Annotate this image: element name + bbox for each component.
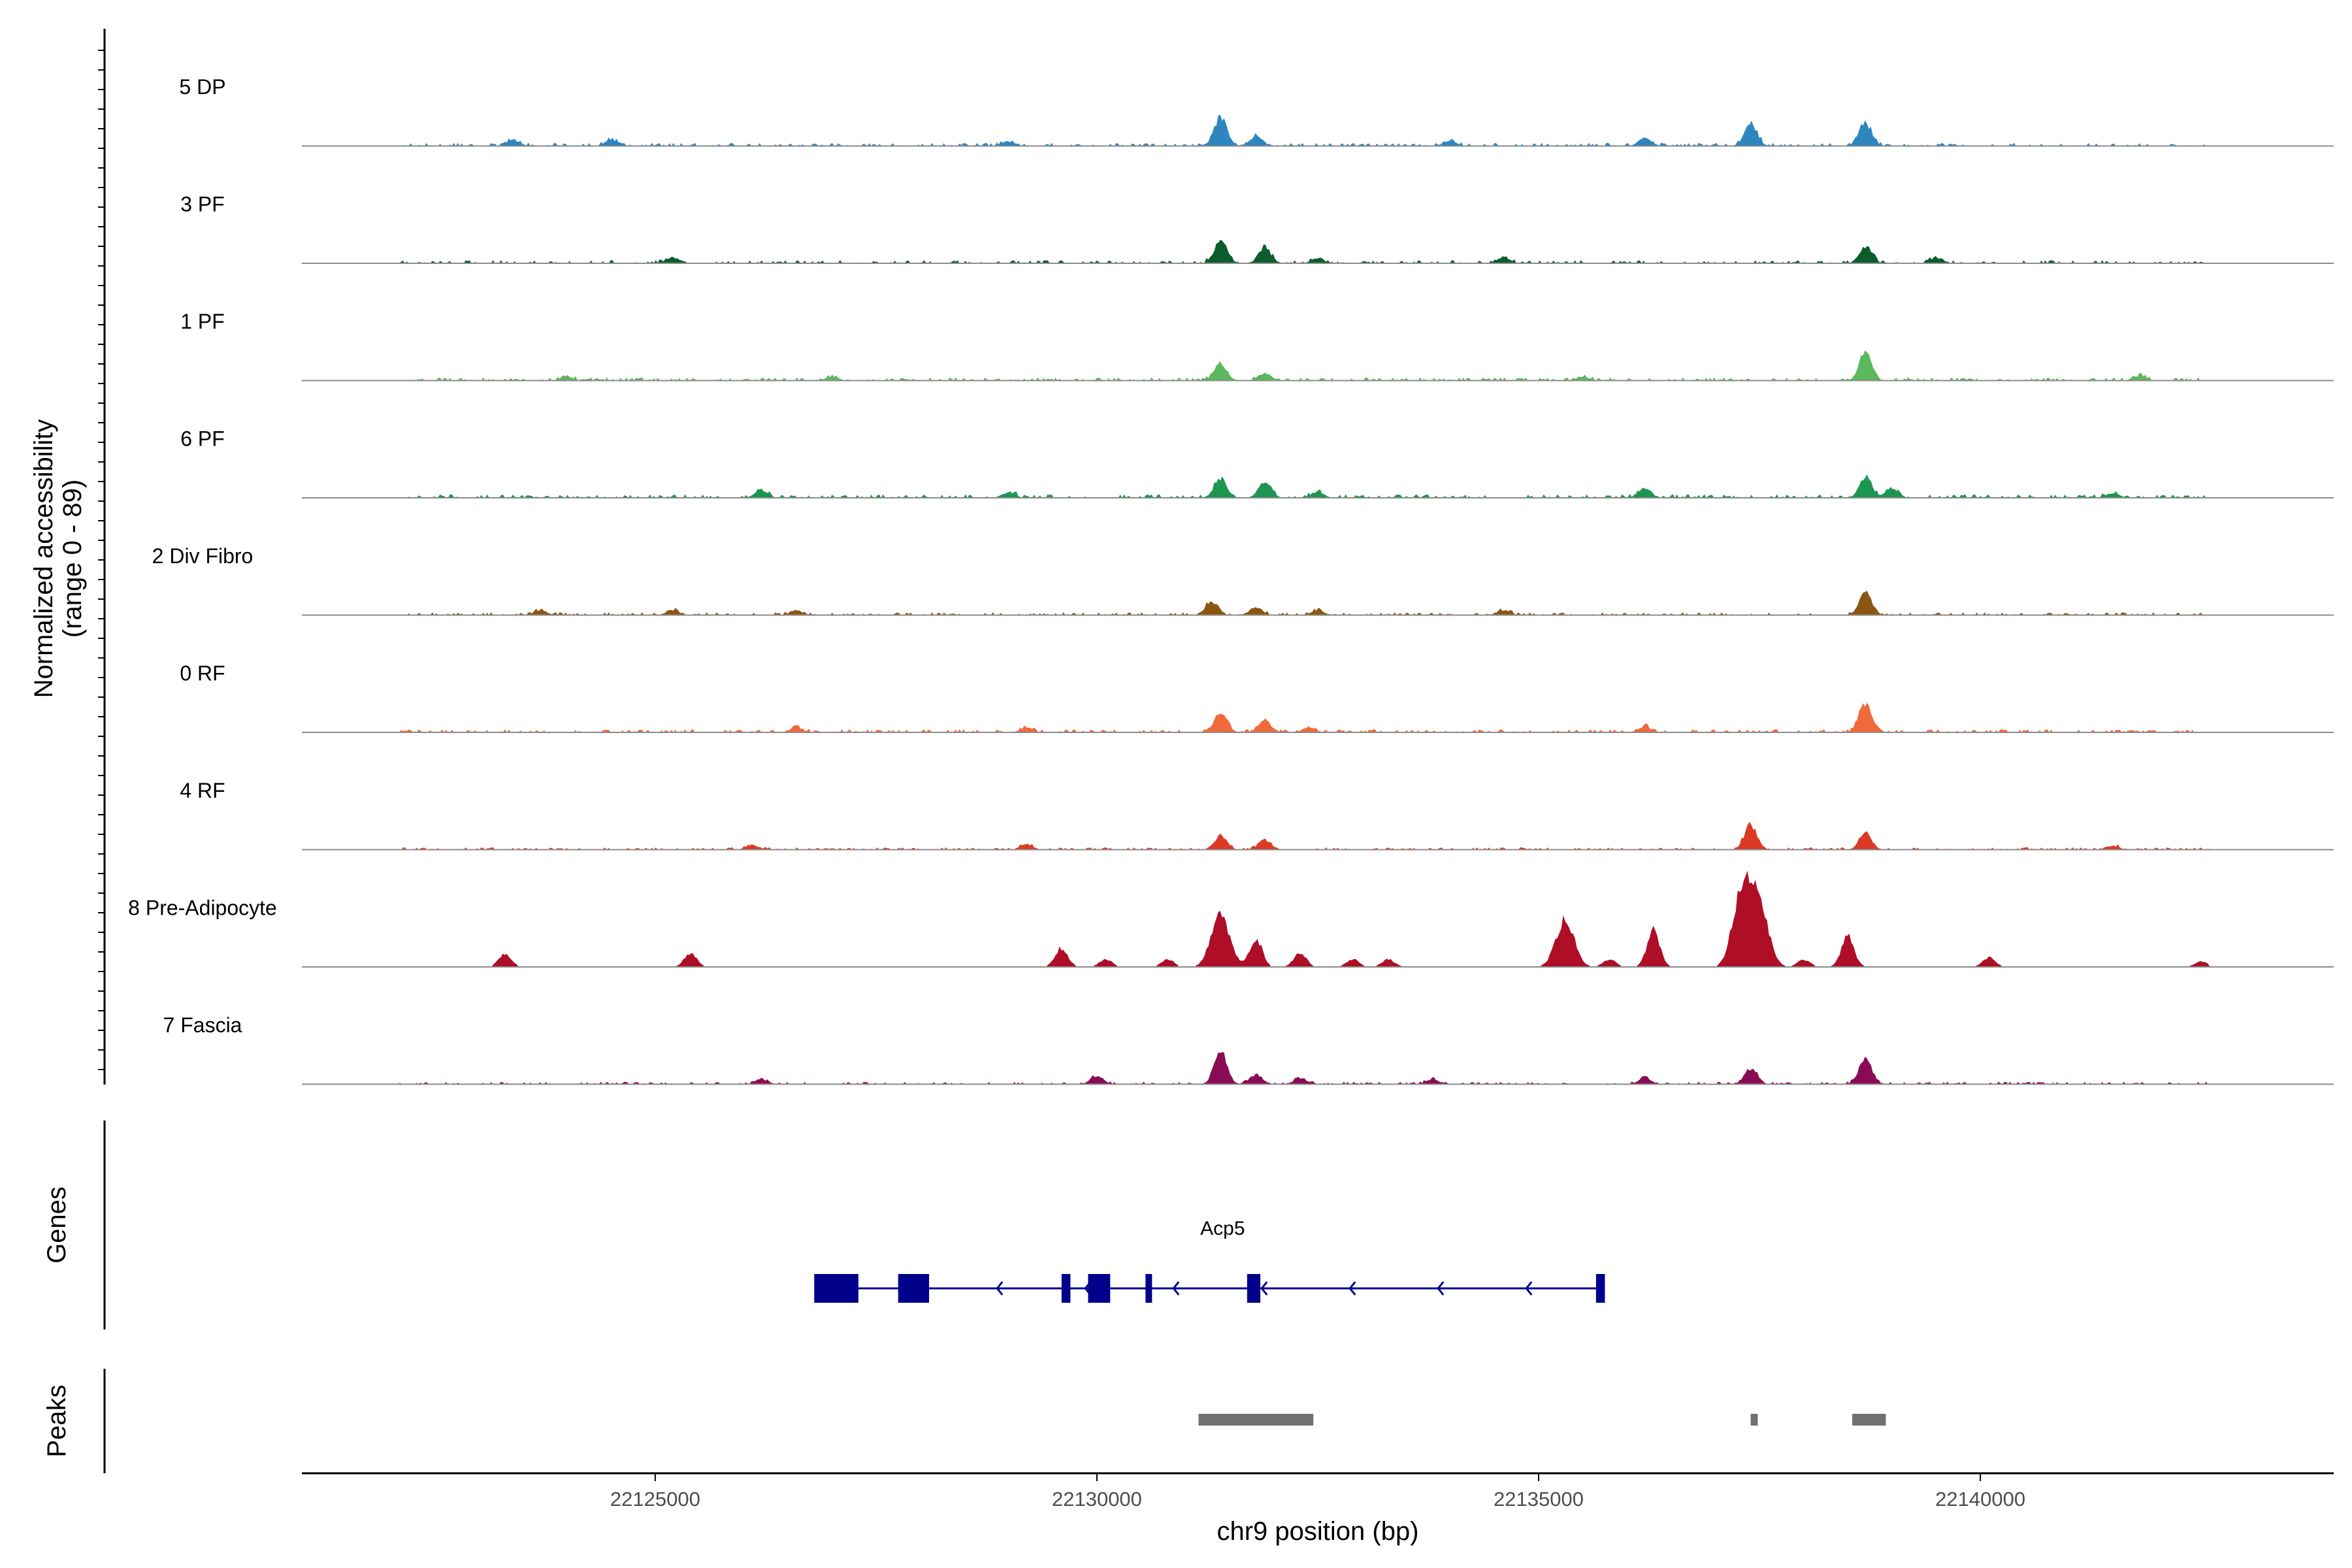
coverage-tracks: 5 DP 3 PF 1 PF 6 PF 2 Div Fibro 0 RF 4 RF 8 Pre… (128, 75, 2334, 1085)
coverage-area (399, 240, 2210, 263)
x-tick-label: 22135000 (1494, 1488, 1584, 1511)
genes-panel-label: Genes (42, 1186, 71, 1264)
x-axis-label: chr9 position (bp) (1217, 1517, 1418, 1546)
track-label: 7 Fascia (163, 1013, 242, 1037)
peak-region-bar (1852, 1414, 1886, 1426)
coverage-panel-ticks (98, 50, 105, 1070)
strand-arrow (1525, 1281, 1533, 1296)
gene-acp5: Acp5 (814, 1218, 1605, 1303)
track-1-pf: 1 PF (180, 310, 2334, 382)
x-tick-label: 22140000 (1935, 1488, 2025, 1511)
track-8-pre-adipocyte: 8 Pre-Adipocyte (128, 870, 2334, 968)
track-label: 2 Div Fibro (152, 544, 253, 568)
track-5-dp: 5 DP (179, 75, 2334, 147)
gene-exon (1247, 1274, 1261, 1303)
track-label: 5 DP (179, 75, 225, 99)
strand-arrow (1437, 1281, 1445, 1296)
coverage-area (399, 350, 2210, 381)
track-label: 0 RF (180, 662, 225, 685)
track-0-rf: 0 RF (180, 662, 2334, 733)
gene-name-label: Acp5 (1200, 1218, 1245, 1239)
gene-exon (898, 1274, 930, 1303)
x-tick-label: 22130000 (1052, 1488, 1142, 1511)
peaks-panel-label: Peaks (42, 1384, 71, 1457)
coverage-area (399, 474, 2210, 498)
track-2-div-fibro: 2 Div Fibro (152, 544, 2334, 616)
y-axis-label-line1: Normalized accessibility (29, 419, 58, 698)
gene-exon (1088, 1274, 1111, 1303)
track-label: 3 PF (180, 193, 225, 216)
coverage-area (399, 870, 2210, 967)
peak-region-track (1198, 1414, 1886, 1426)
strand-arrow (1172, 1281, 1180, 1296)
gene-exon (1145, 1274, 1152, 1303)
coverage-area (399, 115, 2210, 146)
track-label: 8 Pre-Adipocyte (128, 896, 277, 920)
track-label: 4 RF (180, 779, 225, 802)
track-4-rf: 4 RF (180, 779, 2334, 851)
coverage-area (399, 702, 2210, 732)
x-axis-ticks: 22125000 22130000 22135000 22140000 (610, 1473, 2025, 1511)
gene-exon (814, 1274, 858, 1303)
coverage-area (399, 591, 2210, 615)
gene-exon (1061, 1274, 1071, 1303)
strand-arrow (1348, 1281, 1356, 1296)
y-axis-label-line2: (range 0 - 89) (58, 480, 87, 638)
strand-arrow (1260, 1281, 1268, 1296)
coverage-area (399, 1052, 2210, 1085)
track-7-fascia: 7 Fascia (163, 1013, 2334, 1085)
peak-region-bar (1198, 1414, 1314, 1426)
gene-annotation-track: Acp5 (814, 1218, 1605, 1303)
track-label: 6 PF (180, 427, 225, 451)
track-3-pf: 3 PF (180, 193, 2334, 264)
coverage-area (399, 821, 2210, 850)
peak-region-bar (1750, 1414, 1758, 1426)
x-tick-label: 22125000 (610, 1488, 700, 1511)
strand-arrow (996, 1281, 1004, 1296)
track-label: 1 PF (180, 310, 225, 333)
track-6-pf: 6 PF (180, 427, 2334, 498)
gene-exon (1595, 1274, 1605, 1303)
